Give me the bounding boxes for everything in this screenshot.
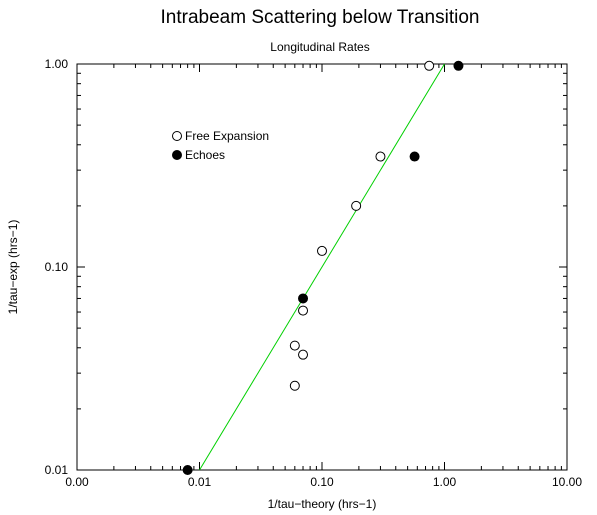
x-tick-label: 0.01 bbox=[188, 475, 212, 489]
chart-subtitle: Longitudinal Rates bbox=[270, 40, 369, 54]
data-point-free-expansion bbox=[289, 340, 300, 351]
legend-marker-echoes bbox=[172, 150, 182, 160]
x-tick-label: 1.00 bbox=[433, 475, 457, 489]
chart-title: Intrabeam Scattering below Transition bbox=[161, 7, 480, 28]
y-tick-label: 1.00 bbox=[45, 57, 69, 71]
y-tick-label: 0.10 bbox=[45, 260, 69, 274]
data-point-free-expansion bbox=[298, 349, 309, 360]
axis-ticks bbox=[76, 64, 567, 471]
data-point-echoes bbox=[409, 151, 420, 162]
y-tick-label: 0.01 bbox=[45, 463, 69, 477]
legend-label-echoes: Echoes bbox=[185, 148, 225, 162]
legend: Free Expansion Echoes bbox=[172, 129, 269, 162]
data-point-free-expansion bbox=[289, 380, 300, 391]
data-point-echoes bbox=[182, 465, 193, 475]
data-point-echoes bbox=[453, 60, 464, 71]
data-point-free-expansion bbox=[375, 151, 386, 162]
x-tick-label: 0.10 bbox=[310, 475, 334, 489]
data-point-free-expansion bbox=[351, 200, 362, 211]
legend-marker-free-expansion bbox=[172, 131, 182, 141]
x-tick-label: 10.00 bbox=[552, 475, 582, 489]
axis-tick-labels: 0.00 0.01 0.10 1.00 10.000.010.101.00 bbox=[45, 57, 583, 489]
x-tick-label: 0.00 bbox=[65, 475, 89, 489]
y-axis-label: 1/tau−exp (hrs−1) bbox=[6, 220, 20, 315]
data-point-echoes bbox=[298, 293, 309, 304]
fit-line bbox=[199, 63, 445, 471]
data-points bbox=[182, 60, 464, 475]
data-point-free-expansion bbox=[317, 245, 327, 256]
legend-label-free-expansion: Free Expansion bbox=[185, 129, 269, 143]
x-axis-label: 1/tau−theory (hrs−1) bbox=[268, 497, 377, 511]
data-point-free-expansion bbox=[424, 60, 435, 71]
data-point-free-expansion bbox=[298, 305, 309, 316]
